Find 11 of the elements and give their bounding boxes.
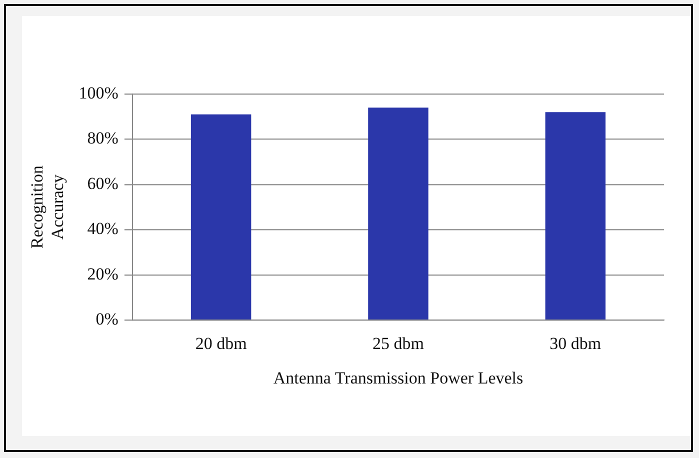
y-tick-label: 60% [87, 174, 118, 193]
x-axis-title: Antenna Transmission Power Levels [273, 368, 524, 388]
y-tick-label: 0% [96, 310, 118, 329]
x-tick-label: 30 dbm [550, 334, 602, 353]
y-axis-title: Recognition Accuracy [28, 165, 68, 249]
y-tick-label: 40% [87, 219, 118, 238]
x-tick-label: 20 dbm [195, 334, 247, 353]
x-tick-label: 25 dbm [372, 334, 424, 353]
y-tick-label: 80% [87, 128, 118, 148]
y-tick-label: 20% [87, 264, 118, 284]
y-tick-label: 100% [78, 83, 118, 102]
